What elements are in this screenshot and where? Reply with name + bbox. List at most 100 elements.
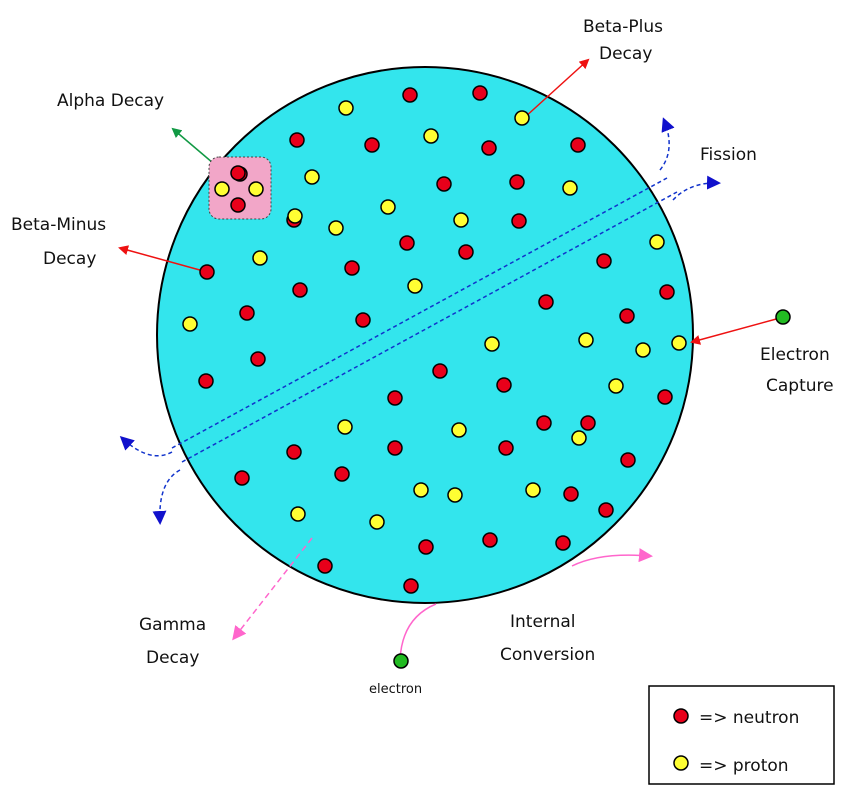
neutron bbox=[482, 532, 498, 548]
beta-minus-arrow bbox=[118, 245, 208, 273]
neutron bbox=[239, 305, 255, 321]
proton bbox=[453, 212, 469, 228]
legend-proton-label: => proton bbox=[699, 756, 789, 776]
neutron bbox=[498, 440, 514, 456]
neutron bbox=[418, 539, 434, 555]
neutron bbox=[563, 486, 579, 502]
fission-arrows bbox=[119, 117, 721, 525]
neutron bbox=[198, 373, 214, 389]
neutron bbox=[536, 415, 552, 431]
proton bbox=[248, 181, 264, 197]
legend: => neutron => proton bbox=[648, 685, 835, 785]
alpha-particle-box bbox=[208, 156, 272, 220]
fission-label: Fission bbox=[700, 145, 757, 165]
capture-electron bbox=[775, 309, 791, 325]
legend-neutron-swatch bbox=[673, 708, 689, 724]
legend-proton-swatch bbox=[673, 755, 689, 771]
neutron bbox=[387, 440, 403, 456]
proton bbox=[525, 482, 541, 498]
proton bbox=[337, 419, 353, 435]
neutron bbox=[364, 137, 380, 153]
gamma-arrow bbox=[232, 537, 313, 641]
gamma-label-line2: Decay bbox=[146, 648, 199, 668]
neutron bbox=[472, 85, 488, 101]
gamma-label: Gamma bbox=[139, 615, 206, 635]
neutron bbox=[555, 535, 571, 551]
proton bbox=[304, 169, 320, 185]
neutron bbox=[596, 253, 612, 269]
neutron bbox=[289, 132, 305, 148]
internal-conversion-label-line2: Conversion bbox=[500, 645, 595, 665]
neutron bbox=[250, 351, 266, 367]
alpha-label: Alpha Decay bbox=[57, 91, 164, 111]
proton bbox=[413, 482, 429, 498]
proton bbox=[608, 378, 624, 394]
proton bbox=[328, 220, 344, 236]
neutron bbox=[481, 140, 497, 156]
neutron bbox=[317, 558, 333, 574]
neutron bbox=[659, 284, 675, 300]
proton bbox=[578, 332, 594, 348]
proton bbox=[562, 180, 578, 196]
neutron bbox=[432, 363, 448, 379]
beta-minus-label: Beta-Minus bbox=[11, 215, 106, 235]
neutron bbox=[402, 87, 418, 103]
neutron bbox=[230, 197, 246, 213]
neutron bbox=[496, 377, 512, 393]
internal-conversion-arrow bbox=[571, 548, 653, 567]
neutron bbox=[619, 308, 635, 324]
proton bbox=[214, 181, 230, 197]
neutron bbox=[570, 137, 586, 153]
proton bbox=[182, 316, 198, 332]
neutron bbox=[399, 235, 415, 251]
neutron bbox=[598, 502, 614, 518]
proton bbox=[635, 342, 651, 358]
electron-capture-label: Electron bbox=[760, 345, 830, 365]
proton bbox=[407, 278, 423, 294]
neutron bbox=[620, 452, 636, 468]
proton bbox=[484, 336, 500, 352]
proton bbox=[447, 487, 463, 503]
neutron bbox=[511, 213, 527, 229]
fission-split-lines bbox=[171, 177, 678, 463]
neutron bbox=[344, 260, 360, 276]
beta-plus-arrow bbox=[523, 58, 590, 119]
neutron bbox=[657, 389, 673, 405]
proton bbox=[287, 208, 303, 224]
neutron bbox=[230, 165, 246, 181]
electron-capture-arrow bbox=[690, 317, 781, 345]
neutron bbox=[234, 470, 250, 486]
neutron bbox=[334, 466, 350, 482]
neutron bbox=[199, 264, 215, 280]
nucleus bbox=[156, 66, 694, 604]
proton bbox=[290, 506, 306, 522]
electron-capture-label-line2: Capture bbox=[766, 376, 834, 396]
emitted-electron bbox=[393, 653, 409, 669]
proton bbox=[380, 199, 396, 215]
neutron bbox=[509, 174, 525, 190]
neutron bbox=[292, 282, 308, 298]
proton bbox=[338, 100, 354, 116]
proton bbox=[571, 430, 587, 446]
proton bbox=[514, 110, 530, 126]
proton bbox=[671, 335, 687, 351]
electron-path bbox=[399, 603, 437, 661]
beta-plus-label-line2: Decay bbox=[599, 44, 652, 64]
proton bbox=[451, 422, 467, 438]
proton bbox=[252, 250, 268, 266]
internal-conversion-label: Internal bbox=[510, 612, 576, 632]
proton bbox=[649, 234, 665, 250]
neutron bbox=[355, 312, 371, 328]
legend-neutron-label: => neutron bbox=[699, 708, 799, 728]
beta-minus-label-line2: Decay bbox=[43, 249, 96, 269]
electron-label: electron bbox=[369, 682, 422, 697]
neutron bbox=[403, 578, 419, 594]
neutron bbox=[286, 444, 302, 460]
nucleons bbox=[182, 85, 687, 594]
beta-plus-label: Beta-Plus bbox=[583, 17, 663, 37]
neutron bbox=[436, 176, 452, 192]
proton bbox=[369, 514, 385, 530]
neutron bbox=[580, 415, 596, 431]
proton bbox=[423, 128, 439, 144]
